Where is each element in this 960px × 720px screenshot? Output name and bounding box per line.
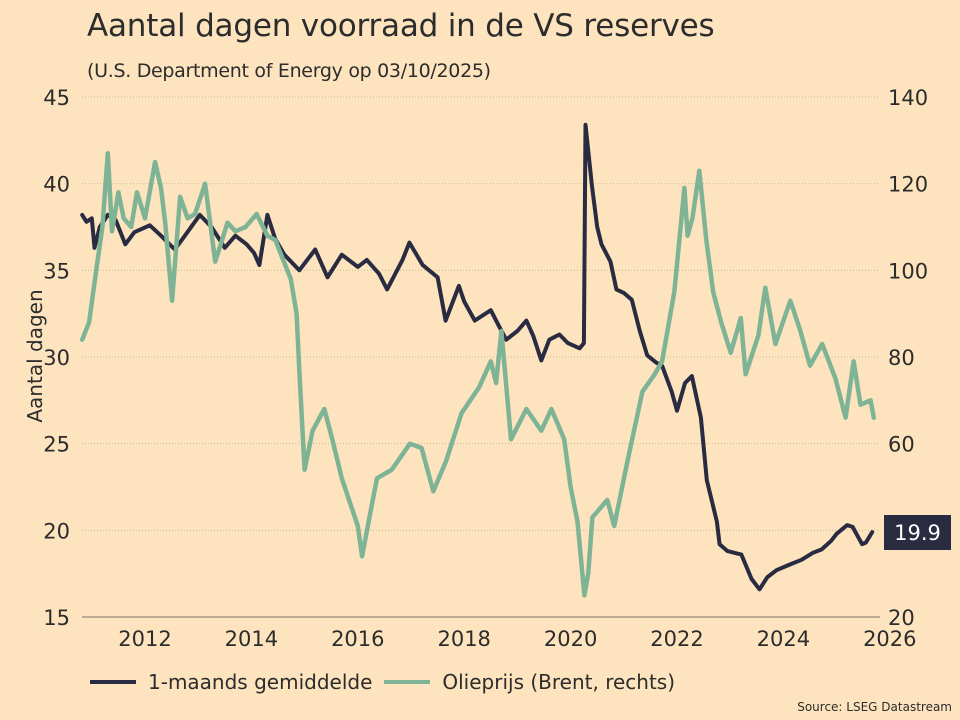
gridlines	[82, 96, 880, 618]
y-tick-right: 140	[888, 86, 928, 110]
series-lines	[79, 122, 877, 598]
y-tick-left: 20	[43, 519, 70, 543]
legend-swatch-brent	[384, 680, 431, 684]
y-tick-left: 35	[43, 259, 70, 283]
y-tick-left: 30	[43, 346, 70, 370]
y-axis-left: 15 20 25 30 35 40 45	[43, 86, 70, 630]
y-tick-right: 120	[888, 173, 928, 197]
legend-item-brent: Olieprijs (Brent, rechts)	[384, 670, 675, 694]
y-tick-left: 25	[43, 433, 70, 457]
y-tick-right: 20	[888, 606, 915, 630]
chart-title: Aantal dagen voorraad in de VS reserves	[87, 8, 715, 44]
y-tick-left: 40	[43, 173, 70, 197]
x-tick: 2014	[225, 627, 278, 651]
x-tick: 2022	[650, 627, 703, 651]
y-tick-right: 80	[888, 346, 915, 370]
series-line-days	[80, 122, 875, 592]
legend-label-days: 1-maands gemiddelde	[148, 670, 373, 694]
y-axis-label: Aantal dagen	[23, 289, 47, 422]
x-axis: 2012 2014 2016 2018 2020 2022 2024 2026	[118, 627, 916, 651]
legend: 1-maands gemiddelde Olieprijs (Brent, re…	[90, 670, 687, 694]
x-tick: 2024	[757, 627, 810, 651]
y-tick-left: 15	[43, 606, 70, 630]
y-tick-left: 45	[43, 86, 70, 110]
x-tick: 2012	[118, 627, 171, 651]
x-tick: 2016	[331, 627, 384, 651]
x-tick: 2026	[863, 627, 916, 651]
x-tick: 2018	[437, 627, 490, 651]
y-tick-right: 100	[888, 259, 928, 283]
y-tick-right: 60	[888, 433, 915, 457]
chart-subtitle: (U.S. Department of Energy op 03/10/2025…	[87, 60, 491, 82]
x-tick: 2020	[544, 627, 597, 651]
legend-label-brent: Olieprijs (Brent, rechts)	[442, 670, 676, 694]
legend-swatch-days	[90, 680, 136, 684]
legend-item-days: 1-maands gemiddelde	[90, 670, 372, 694]
last-value-badge: 19.9	[884, 515, 951, 550]
source-note: Source: LSEG Datastream	[797, 700, 952, 714]
series-line-brent	[79, 151, 877, 598]
